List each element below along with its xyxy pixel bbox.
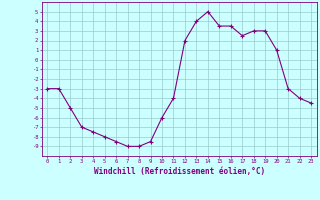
X-axis label: Windchill (Refroidissement éolien,°C): Windchill (Refroidissement éolien,°C) xyxy=(94,167,265,176)
